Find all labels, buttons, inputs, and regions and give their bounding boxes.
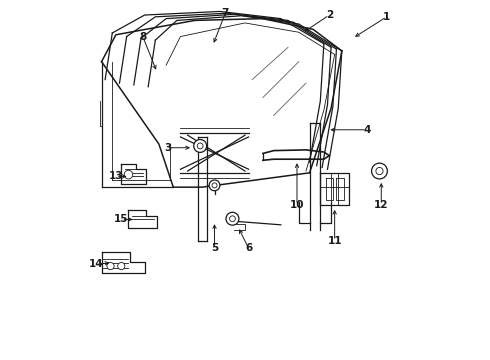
Text: 6: 6	[245, 243, 252, 253]
Text: 4: 4	[363, 125, 370, 135]
Text: 8: 8	[139, 32, 147, 41]
Text: 1: 1	[383, 12, 390, 22]
Text: 13: 13	[109, 171, 123, 181]
Text: 14: 14	[89, 259, 103, 269]
Circle shape	[226, 212, 239, 225]
Text: 10: 10	[290, 200, 304, 210]
Text: 3: 3	[164, 143, 171, 153]
Text: 5: 5	[211, 243, 218, 253]
Circle shape	[124, 170, 133, 179]
Circle shape	[212, 183, 217, 188]
Circle shape	[209, 180, 220, 191]
Text: 2: 2	[326, 10, 333, 20]
Circle shape	[197, 143, 203, 149]
Circle shape	[376, 167, 383, 175]
Circle shape	[107, 262, 114, 270]
Circle shape	[194, 139, 207, 152]
Circle shape	[229, 216, 235, 222]
Text: 11: 11	[327, 236, 342, 246]
Text: 12: 12	[374, 200, 389, 210]
Circle shape	[118, 262, 125, 270]
Circle shape	[371, 163, 388, 179]
Text: 15: 15	[114, 215, 128, 224]
Text: 7: 7	[221, 8, 229, 18]
